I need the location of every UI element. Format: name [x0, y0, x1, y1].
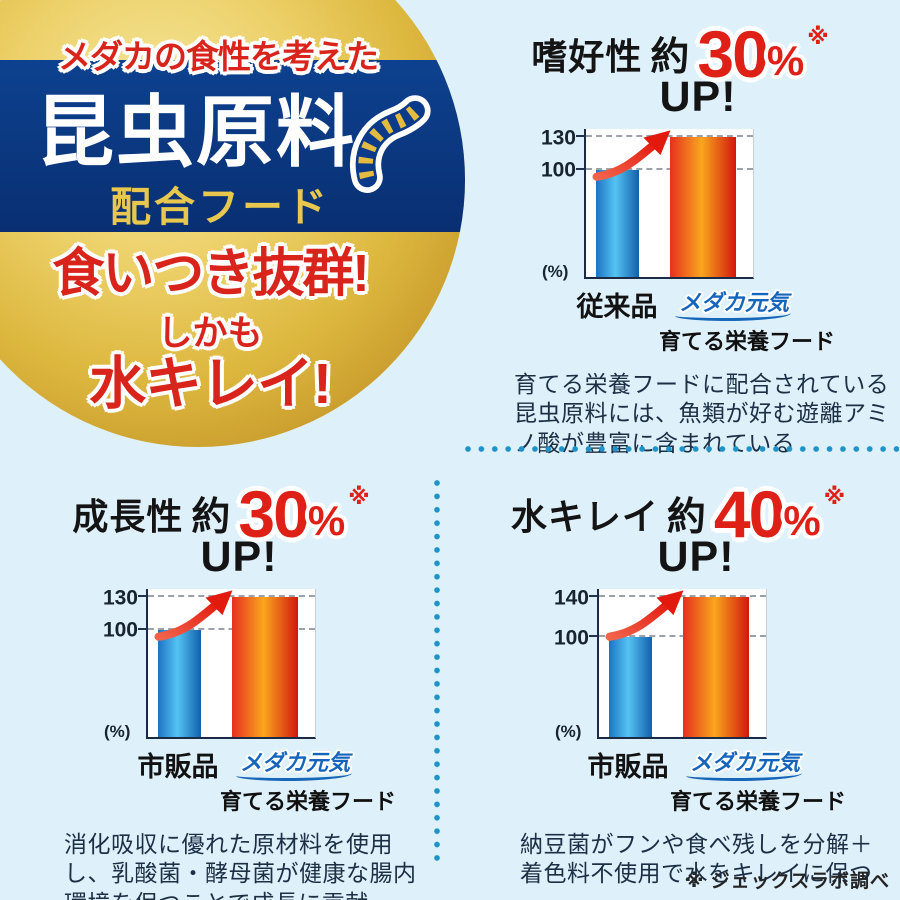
panel-clean-water: 水キレイ 約 40 % ※ UP! 140 100 (%)	[458, 477, 898, 889]
y-axis-unit: (%)	[542, 262, 569, 281]
y-axis-unit: (%)	[104, 722, 131, 741]
panel-heading: 成長性 約 30 % ※	[6, 477, 436, 551]
y-axis-label-base: 100	[553, 626, 589, 650]
panel-growth: 成長性 約 30 % ※ UP! 130 100 (%)	[6, 477, 436, 900]
x-label-competitor: 従来品	[576, 292, 658, 322]
bar-competitor	[596, 169, 639, 277]
y-axis-unit: (%)	[555, 722, 582, 741]
up-label: UP!	[657, 533, 735, 581]
percent-value: 30	[238, 477, 309, 551]
panel-palatability: 嗜好性 約 30 % ※ UP! 130 100 (%)	[460, 17, 900, 458]
bar-competitor	[609, 637, 652, 737]
x-axis-labels: 市販品 メダカ元気 育てる栄養フード	[136, 745, 436, 816]
dotted-divider-vertical	[432, 478, 442, 868]
badge-title: 昆虫原料	[36, 89, 357, 176]
plot-area	[138, 589, 316, 739]
metric-label: 嗜好性	[531, 36, 643, 77]
bar-chart-growth: 130 100 (%)	[94, 586, 324, 741]
percent-sign: %	[766, 37, 805, 84]
badge-subtitle: 配合フード	[110, 184, 330, 230]
plot-area	[576, 129, 754, 279]
note-mark: ※	[823, 484, 846, 509]
bar-product	[682, 597, 750, 737]
panel-heading: 水キレイ 約 40 % ※	[458, 477, 898, 551]
plot-area	[589, 589, 767, 739]
metric-label: 成長性	[72, 496, 184, 537]
dotted-divider-horizontal	[463, 444, 899, 454]
brand-logo: メダカ元気	[674, 285, 792, 321]
y-axis-label-base: 100	[102, 618, 138, 642]
percent-sign: %	[307, 497, 346, 544]
y-axis-label-max: 140	[553, 586, 589, 610]
panel-description: 納豆菌がフンや食べ残しを分解＋着色料不使用で水をキレイに保つ	[520, 831, 873, 887]
brand-logo: メダカ元気	[685, 745, 803, 781]
insect-worm-icon	[350, 95, 431, 193]
survey-footnote: ※ ジェックスラボ調べ	[684, 871, 890, 892]
product-name: 育てる栄養フード	[220, 789, 397, 814]
catchcopy-line1: 食いつき抜群!	[52, 245, 369, 303]
bar-product	[669, 137, 737, 277]
panel-description: 消化吸収に優れた原材料を使用し、乳酸菌・酵母菌が健康な腸内環境を保つことで成長に…	[64, 831, 417, 900]
approx-label: 約	[191, 496, 231, 539]
up-label: UP!	[659, 73, 737, 121]
product-name: 育てる栄養フード	[670, 789, 847, 814]
bar-chart-palatability: 130 100 (%)	[532, 126, 762, 281]
note-mark: ※	[807, 24, 829, 49]
up-label: UP!	[200, 533, 278, 581]
y-axis-label-max: 130	[540, 126, 576, 150]
growth-arrow-icon	[592, 130, 671, 182]
x-axis-labels: 市販品 メダカ元気 育てる栄養フード	[586, 745, 898, 816]
panel-heading: 嗜好性 約 30 % ※	[460, 17, 900, 91]
percent-value: 30	[697, 17, 768, 91]
note-mark: ※	[348, 484, 370, 509]
y-axis-label-base: 100	[540, 158, 576, 182]
badge-tagline: メダカの食性を考えた	[58, 38, 379, 75]
x-label-product: メダカ元気 育てる栄養フード	[659, 285, 836, 356]
x-label-product: メダカ元気 育てる栄養フード	[670, 745, 847, 816]
percent-value: 40	[713, 477, 785, 551]
growth-arrow-icon	[605, 590, 684, 642]
catchcopy-line2: しかも	[157, 314, 263, 353]
metric-label: 水キレイ	[510, 496, 659, 537]
x-label-competitor: 市販品	[587, 752, 669, 782]
x-axis-labels: 従来品 メダカ元気 育てる栄養フード	[575, 285, 900, 356]
x-label-product: メダカ元気 育てる栄養フード	[220, 745, 397, 816]
x-label-competitor: 市販品	[137, 752, 219, 782]
approx-label: 約	[650, 36, 690, 79]
y-axis-label-max: 130	[102, 586, 138, 610]
growth-arrow-icon	[154, 590, 233, 642]
panel-description: 育てる栄養フードに配合されている昆虫原料には、魚類が好む遊離アミノ酸が豊富に含ま…	[514, 371, 890, 456]
product-name: 育てる栄養フード	[659, 329, 836, 354]
bar-product	[231, 597, 299, 737]
bar-competitor	[158, 629, 201, 737]
catchcopy-line3: 水キレイ!	[89, 352, 332, 416]
approx-label: 約	[666, 496, 706, 539]
bar-chart-clean-water: 140 100 (%)	[545, 586, 775, 741]
brand-logo: メダカ元気	[235, 745, 353, 781]
percent-sign: %	[783, 497, 821, 544]
